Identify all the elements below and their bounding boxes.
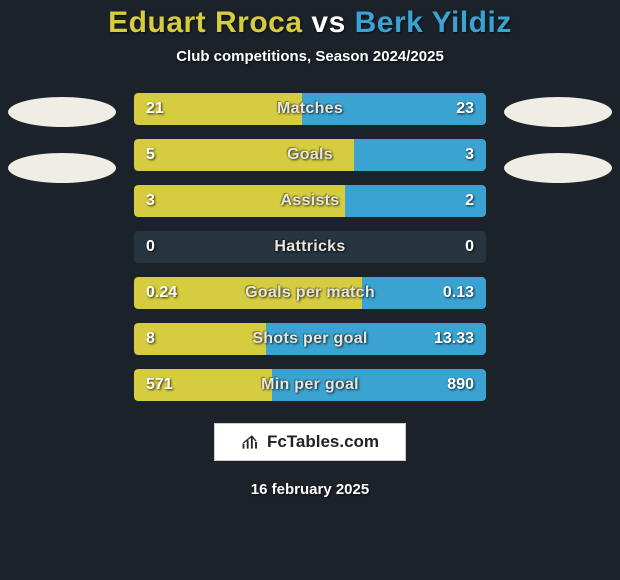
stat-row: 571890Min per goal	[134, 369, 486, 401]
vs-text: vs	[311, 6, 345, 39]
stat-row: 32Assists	[134, 185, 486, 217]
stat-label: Hattricks	[134, 231, 486, 263]
subtitle: Club competitions, Season 2024/2025	[176, 48, 444, 65]
stat-label: Goals	[134, 139, 486, 171]
player1-name: Eduart Rroca	[108, 6, 302, 39]
player1-badge-oval	[8, 153, 116, 183]
player2-badge-oval	[504, 97, 612, 127]
stats-area: 2123Matches 53Goals 32Assists 00Hattricks 0.…	[0, 93, 620, 401]
player2-name: Berk Yildiz	[355, 6, 512, 39]
stat-label: Min per goal	[134, 369, 486, 401]
comparison-card: Eduart Rroca vs Berk Yildiz Club competi…	[0, 0, 620, 580]
player1-badge-oval	[8, 97, 116, 127]
stat-row: 0.240.13Goals per match	[134, 277, 486, 309]
stat-label: Assists	[134, 185, 486, 217]
stat-label: Shots per goal	[134, 323, 486, 355]
page-title: Eduart Rroca vs Berk Yildiz	[108, 6, 512, 40]
stat-row: 53Goals	[134, 139, 486, 171]
chart-icon	[241, 432, 261, 452]
stat-label: Goals per match	[134, 277, 486, 309]
stat-label: Matches	[134, 93, 486, 125]
branding-text: FcTables.com	[267, 432, 379, 452]
player2-badge-oval	[504, 153, 612, 183]
stat-bars: 2123Matches 53Goals 32Assists 00Hattricks 0.…	[134, 93, 486, 401]
branding-badge: FcTables.com	[214, 423, 406, 461]
player2-badges	[504, 93, 612, 183]
stat-row: 00Hattricks	[134, 231, 486, 263]
date-text: 16 february 2025	[251, 481, 369, 498]
stat-row: 813.33Shots per goal	[134, 323, 486, 355]
player1-badges	[8, 93, 116, 183]
stat-row: 2123Matches	[134, 93, 486, 125]
